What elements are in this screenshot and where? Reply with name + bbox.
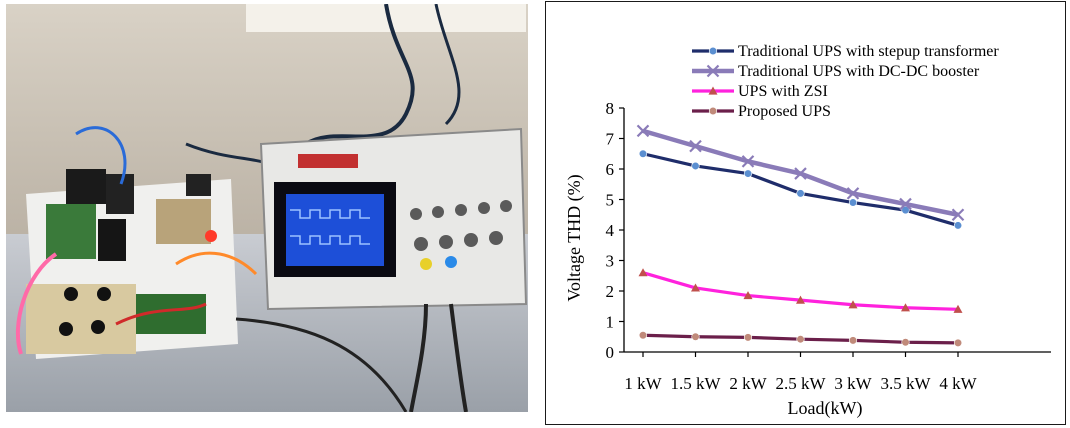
legend-label: Traditional UPS with stepup transformer — [738, 43, 999, 60]
data-point — [743, 291, 753, 300]
legend-label: Traditional UPS with DC-DC booster — [738, 63, 980, 80]
data-point — [708, 46, 718, 56]
data-point — [901, 338, 910, 347]
data-point — [848, 336, 858, 345]
series-1 — [638, 149, 963, 230]
series-3 — [638, 268, 963, 313]
x-tick-label: 2.5 kW — [775, 374, 826, 393]
x-tick-label: 1.5 kW — [670, 374, 721, 393]
y-tick-label: 7 — [606, 130, 615, 149]
data-point — [743, 333, 753, 342]
data-point — [848, 300, 858, 309]
legend-entry-3: UPS with ZSI — [692, 83, 828, 100]
hardware-setup-photo — [6, 4, 528, 412]
x-tick-label: 3.5 kW — [880, 374, 931, 393]
series-2 — [636, 124, 965, 222]
y-tick-label: 8 — [606, 99, 615, 118]
y-tick-label: 1 — [606, 313, 615, 332]
y-tick-label: 6 — [606, 160, 615, 179]
data-point — [953, 338, 963, 347]
data-point — [691, 283, 700, 292]
x-tick-label: 2 kW — [729, 374, 767, 393]
data-point — [638, 331, 648, 340]
data-point — [796, 295, 805, 304]
data-point — [741, 155, 755, 168]
series-4 — [638, 331, 963, 347]
legend-entry-2: Traditional UPS with DC-DC booster — [692, 63, 980, 80]
legend-label: Proposed UPS — [738, 103, 831, 120]
data-point — [708, 106, 718, 116]
data-point — [706, 64, 720, 78]
data-point — [796, 189, 805, 198]
y-axis-title: Voltage THD (%) — [564, 174, 585, 301]
x-tick-label: 3 kW — [834, 374, 872, 393]
data-point — [846, 187, 860, 200]
legend-entry-1: Traditional UPS with stepup transformer — [692, 43, 999, 60]
y-tick-label: 2 — [606, 282, 615, 301]
thd-chart-panel: 0 1 2 3 4 5 6 7 8 1 kW 1.5 kW 2 kW 2.5 kW 3 kW 3.5 kW 4… — [545, 1, 1066, 425]
data-point — [743, 169, 753, 178]
y-tick-label: 0 — [606, 343, 615, 362]
data-point — [638, 268, 648, 277]
x-tick-label: 4 kW — [939, 374, 977, 393]
data-point — [951, 208, 965, 222]
thd-line-chart: 0 1 2 3 4 5 6 7 8 1 kW 1.5 kW 2 kW 2.5 kW 3 kW 3.5 kW 4… — [564, 43, 1051, 419]
data-point — [901, 206, 910, 215]
data-point — [691, 332, 700, 341]
data-point — [794, 167, 807, 180]
data-point — [848, 198, 858, 207]
data-point — [953, 304, 963, 313]
data-point — [689, 139, 702, 153]
data-point — [796, 335, 805, 344]
data-point — [901, 303, 910, 312]
y-tick-label: 3 — [606, 252, 615, 271]
y-tick-label: 4 — [606, 221, 615, 240]
data-point — [636, 124, 650, 138]
legend-entry-4: Proposed UPS — [692, 103, 831, 120]
series-line — [642, 271, 959, 311]
data-point — [638, 149, 648, 158]
data-point — [953, 221, 963, 230]
data-point — [899, 197, 912, 211]
x-tick-label: 1 kW — [624, 374, 662, 393]
data-point — [708, 86, 718, 95]
y-tick-label: 5 — [606, 191, 615, 210]
data-point — [691, 161, 700, 171]
legend-label: UPS with ZSI — [738, 83, 828, 100]
x-axis-title: Load(kW) — [788, 398, 863, 419]
